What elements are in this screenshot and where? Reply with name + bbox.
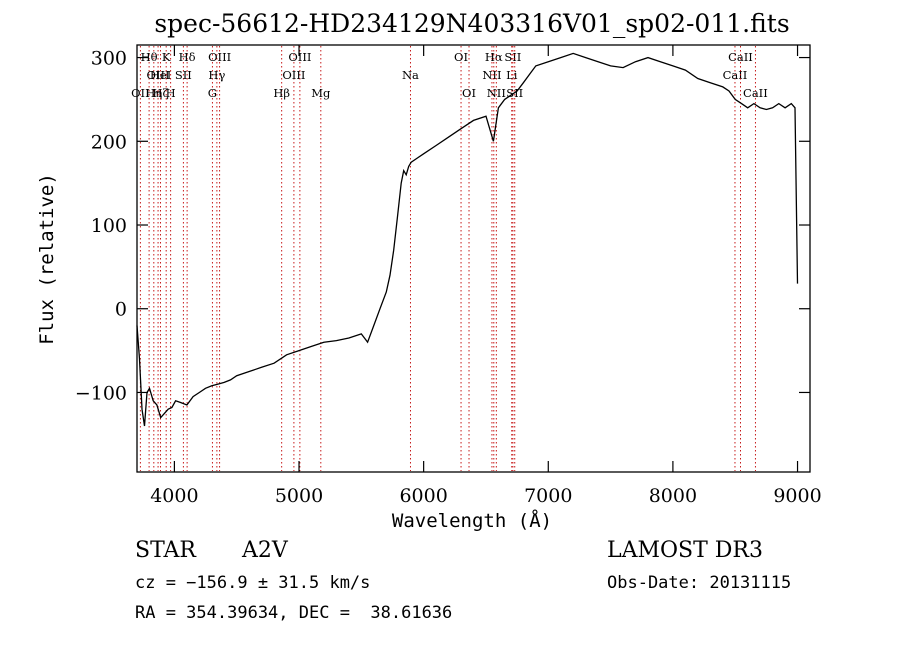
plot-frame xyxy=(136,44,811,473)
x-axis: 4000 5000 6000 7000 8000 9000 xyxy=(150,45,822,507)
spectral-line-label: OI xyxy=(462,86,476,100)
spectral-line-label: OI xyxy=(454,50,468,64)
redshift-value: cz = −156.9 ± 31.5 km/s xyxy=(135,573,371,593)
spectral-line-label: NII xyxy=(487,86,506,100)
observation-date: Obs-Date: 20131115 xyxy=(607,573,792,593)
spectral-line-label: OIII xyxy=(208,50,231,64)
spectral-line-label: Na xyxy=(402,68,419,82)
coordinates: RA = 354.39634, DEC = 38.61636 xyxy=(135,603,453,623)
chart-title: spec-56612-HD234129N403316V01_sp02-011.f… xyxy=(154,9,789,38)
spectrum-line xyxy=(136,52,799,427)
spectral-line-label: Hδ xyxy=(179,50,196,64)
y-tick-label: −100 xyxy=(75,382,127,404)
spectral-line-label: NII xyxy=(482,68,501,82)
spectral-line-label: Hθ xyxy=(141,50,158,64)
y-tick-label: 200 xyxy=(91,131,127,153)
spectral-line-label: Hζ xyxy=(152,86,168,100)
spectral-line-label: HeI xyxy=(150,68,171,82)
survey-name: LAMOST DR3 xyxy=(607,538,763,563)
spectral-line-label: CaII xyxy=(743,86,768,100)
spectral-line-label: CaII xyxy=(728,50,753,64)
spectral-line-label: CaII xyxy=(723,68,748,82)
object-class: STAR xyxy=(135,538,196,563)
y-tick-label: 300 xyxy=(91,48,127,70)
y-axis: −100 0 100 200 300 xyxy=(75,48,810,404)
spectral-line-label: OII xyxy=(131,86,150,100)
spectral-line-label: Li xyxy=(506,68,518,82)
spectral-line-label: OIII xyxy=(282,68,305,82)
y-tick-label: 100 xyxy=(91,215,127,237)
x-tick-label: 9000 xyxy=(773,485,821,507)
y-tick-label: 0 xyxy=(115,299,127,321)
spectral-line-label: SII xyxy=(504,50,521,64)
x-axis-label: Wavelength (Å) xyxy=(392,509,552,532)
spectral-line-label: Hβ xyxy=(273,86,290,100)
x-tick-label: 6000 xyxy=(399,485,447,507)
spectral-line-label: G xyxy=(208,86,217,100)
spectral-line-label: SII xyxy=(175,68,192,82)
spectral-line-label: Mg xyxy=(311,86,331,100)
y-axis-label: Flux (relative) xyxy=(36,173,58,345)
x-tick-label: 7000 xyxy=(524,485,572,507)
spectral-line-label: OIII xyxy=(147,68,170,82)
spectral-line-label: Hγ xyxy=(208,68,225,82)
x-tick-label: 8000 xyxy=(649,485,697,507)
spectral-subclass: A2V xyxy=(242,538,288,563)
x-tick-label: 5000 xyxy=(275,485,323,507)
line-markers: OIIHθHηOIIIHeIHζKHSIIHδGHγOIIIHβOIIIOIII… xyxy=(131,46,768,471)
spectral-line-label: Hη xyxy=(145,86,162,100)
spectral-line-label: K xyxy=(162,50,171,64)
spectral-line-label: OIII xyxy=(288,50,311,64)
spectral-line-label: Hα xyxy=(485,50,503,64)
spectral-line-label: H xyxy=(166,86,176,100)
x-tick-label: 4000 xyxy=(150,485,198,507)
